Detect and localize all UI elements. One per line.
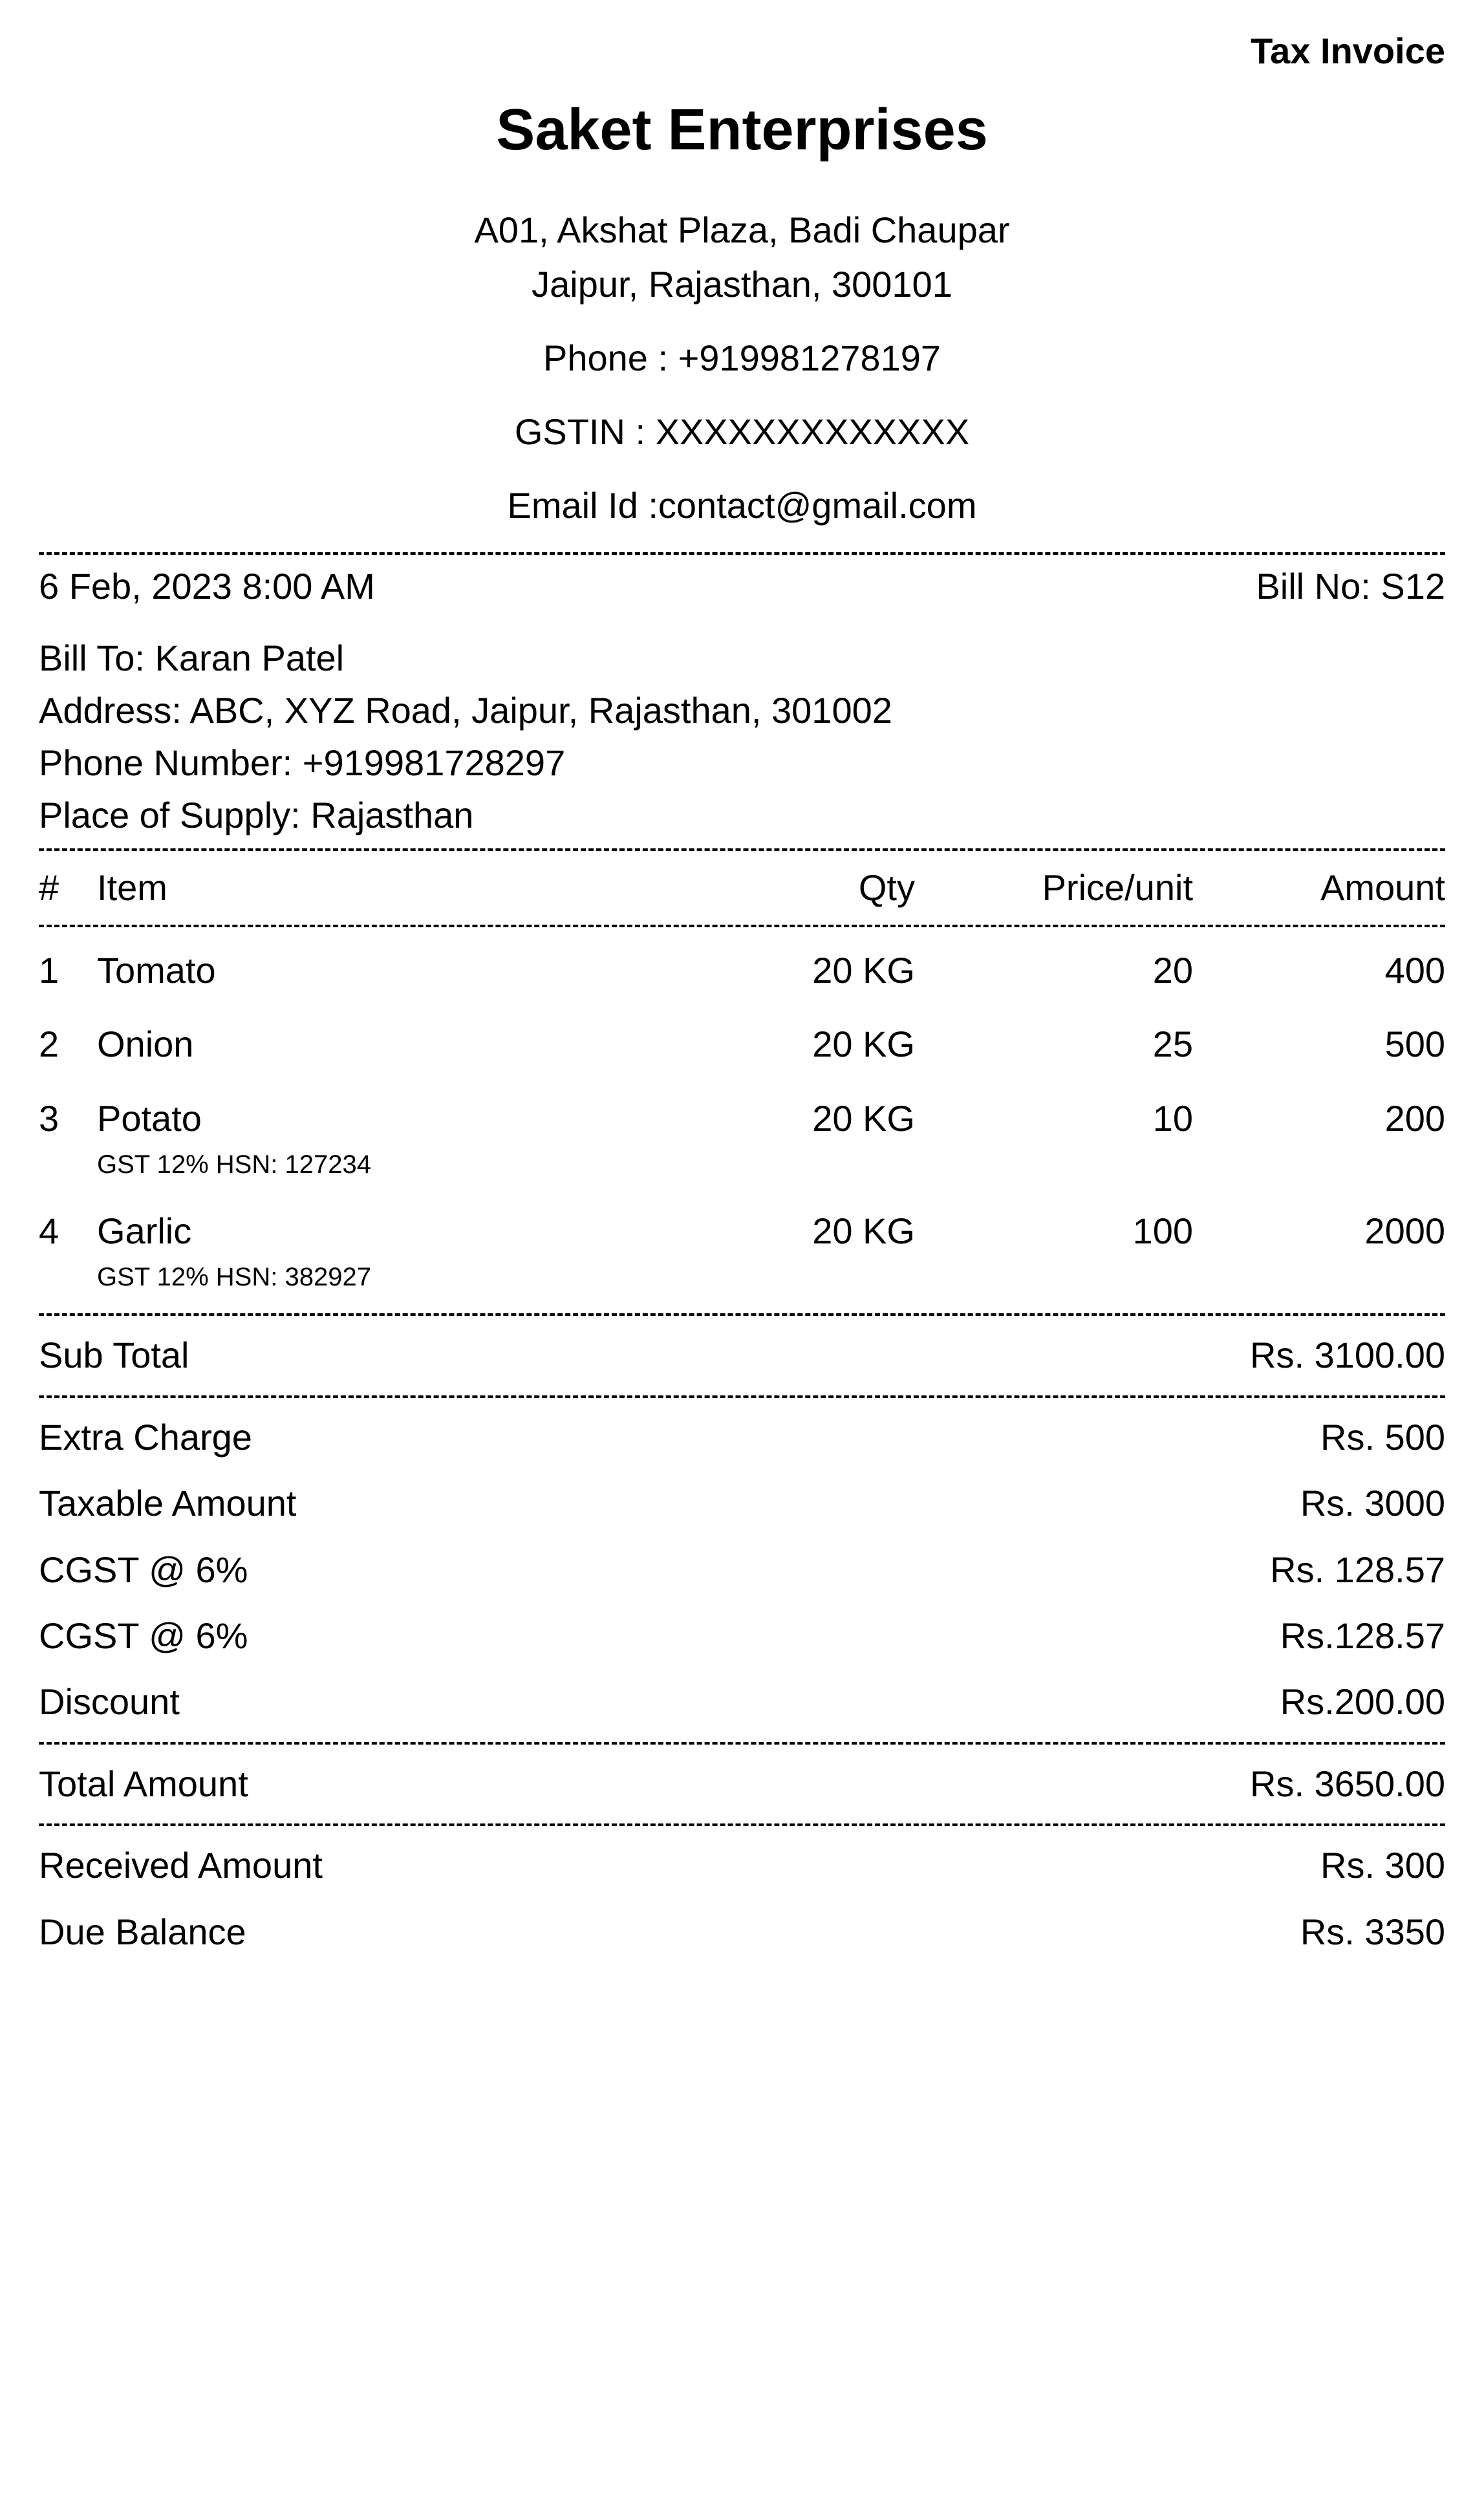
items-header-row: # Item Qty Price/unit Amount (39, 857, 1445, 918)
col-header-price: Price/unit (921, 863, 1193, 913)
received-label: Received Amount (39, 1840, 323, 1891)
company-info: A01, Akshat Plaza, Badi Chaupar Jaipur, … (39, 203, 1445, 533)
company-gstin: GSTIN : XXXXXXXXXXXXX (39, 405, 1445, 459)
item-index: 1 (39, 945, 91, 996)
due-label: Due Balance (39, 1907, 246, 1957)
total-row: Total Amount Rs. 3650.00 (39, 1751, 1445, 1817)
company-name: Saket Enterprises (39, 89, 1445, 171)
item-name-cell: PotatoGST 12% HSN: 127234 (97, 1093, 676, 1183)
discount-value: Rs.200.00 (1280, 1677, 1445, 1727)
total-label: Total Amount (39, 1759, 248, 1809)
cgst1-value: Rs. 128.57 (1270, 1545, 1445, 1595)
received-row: Received Amount Rs. 300 (39, 1833, 1445, 1898)
item-price: 10 (921, 1093, 1193, 1183)
taxable-row: Taxable Amount Rs. 3000 (39, 1470, 1445, 1536)
items-container: 1Tomato20 KG204002Onion20 KG255003Potato… (39, 934, 1445, 1307)
total-value: Rs. 3650.00 (1250, 1759, 1445, 1809)
item-row: 2Onion20 KG25500 (39, 1007, 1445, 1081)
bill-meta-row: 6 Feb, 2023 8:00 AM Bill No: S12 (39, 561, 1445, 612)
item-subtext: GST 12% HSN: 127234 (97, 1146, 676, 1183)
item-index: 4 (39, 1206, 91, 1295)
taxable-value: Rs. 3000 (1300, 1478, 1445, 1529)
item-name: Onion (97, 1019, 676, 1070)
company-address-line2: Jaipur, Rajasthan, 300101 (39, 257, 1445, 312)
item-qty: 20 KG (682, 1019, 915, 1070)
company-address-line1: A01, Akshat Plaza, Badi Chaupar (39, 203, 1445, 257)
item-name-cell: GarlicGST 12% HSN: 382927 (97, 1206, 676, 1295)
taxable-label: Taxable Amount (39, 1478, 296, 1529)
item-row: 4GarlicGST 12% HSN: 38292720 KG1002000 (39, 1194, 1445, 1307)
item-qty: 20 KG (682, 945, 915, 996)
item-index: 2 (39, 1019, 91, 1070)
divider (39, 1313, 1445, 1316)
item-name-cell: Tomato (97, 945, 676, 996)
divider (39, 848, 1445, 851)
divider (39, 1823, 1445, 1826)
item-name: Potato (97, 1093, 676, 1144)
extra-charge-row: Extra Charge Rs. 500 (39, 1404, 1445, 1470)
item-amount: 400 (1199, 945, 1445, 996)
item-name-cell: Onion (97, 1019, 676, 1070)
col-header-item: Item (97, 863, 676, 913)
extra-charge-value: Rs. 500 (1320, 1412, 1445, 1463)
subtotal-row: Sub Total Rs. 3100.00 (39, 1322, 1445, 1388)
cgst2-value: Rs.128.57 (1280, 1611, 1445, 1661)
subtotal-value: Rs. 3100.00 (1250, 1330, 1445, 1381)
divider (39, 552, 1445, 555)
bill-to-place-of-supply: Place of Supply: Rajasthan (39, 789, 1445, 841)
item-qty: 20 KG (682, 1206, 915, 1295)
extra-charge-label: Extra Charge (39, 1412, 252, 1463)
subtotal-label: Sub Total (39, 1330, 189, 1381)
due-value: Rs. 3350 (1300, 1907, 1445, 1957)
bill-to-phone: Phone Number: +919981728297 (39, 737, 1445, 789)
divider (39, 1742, 1445, 1745)
item-row: 1Tomato20 KG20400 (39, 934, 1445, 1007)
item-amount: 200 (1199, 1093, 1445, 1183)
due-row: Due Balance Rs. 3350 (39, 1899, 1445, 1965)
bill-to-address: Address: ABC, XYZ Road, Jaipur, Rajastha… (39, 684, 1445, 737)
discount-label: Discount (39, 1677, 180, 1727)
item-price: 100 (921, 1206, 1193, 1295)
bill-to-block: Bill To: Karan Patel Address: ABC, XYZ R… (39, 632, 1445, 842)
col-header-index: # (39, 863, 91, 913)
item-subtext: GST 12% HSN: 382927 (97, 1259, 676, 1295)
cgst2-row: CGST @ 6% Rs.128.57 (39, 1603, 1445, 1669)
col-header-qty: Qty (682, 863, 915, 913)
item-row: 3PotatoGST 12% HSN: 12723420 KG10200 (39, 1082, 1445, 1194)
item-qty: 20 KG (682, 1093, 915, 1183)
bill-datetime: 6 Feb, 2023 8:00 AM (39, 561, 375, 612)
item-index: 3 (39, 1093, 91, 1183)
item-price: 20 (921, 945, 1193, 996)
bill-number: Bill No: S12 (1256, 561, 1445, 612)
divider (39, 1395, 1445, 1398)
item-name: Tomato (97, 945, 676, 996)
received-value: Rs. 300 (1320, 1840, 1445, 1891)
cgst1-row: CGST @ 6% Rs. 128.57 (39, 1537, 1445, 1603)
cgst2-label: CGST @ 6% (39, 1611, 248, 1661)
cgst1-label: CGST @ 6% (39, 1545, 248, 1595)
col-header-amount: Amount (1199, 863, 1445, 913)
tax-invoice-label: Tax Invoice (39, 26, 1445, 76)
item-name: Garlic (97, 1206, 676, 1256)
divider (39, 925, 1445, 927)
company-email: Email Id :contact@gmail.com (39, 478, 1445, 533)
discount-row: Discount Rs.200.00 (39, 1669, 1445, 1735)
item-amount: 2000 (1199, 1206, 1445, 1295)
bill-to-name: Bill To: Karan Patel (39, 632, 1445, 684)
company-phone: Phone : +919981278197 (39, 331, 1445, 385)
item-amount: 500 (1199, 1019, 1445, 1070)
item-price: 25 (921, 1019, 1193, 1070)
